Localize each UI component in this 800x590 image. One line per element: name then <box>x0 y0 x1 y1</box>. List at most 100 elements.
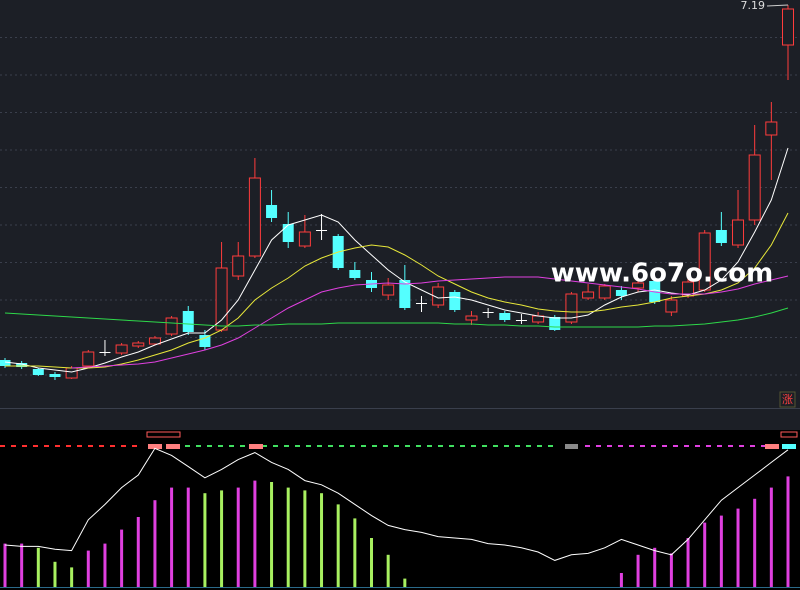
indicator-bar <box>636 554 640 587</box>
candle-body <box>132 342 145 347</box>
candle-body <box>465 315 478 321</box>
indicator-bar <box>719 515 723 587</box>
marker <box>148 444 162 449</box>
marker <box>249 444 263 449</box>
candle-body <box>565 293 578 323</box>
candle-body <box>665 299 678 313</box>
indicator-bar <box>53 561 57 587</box>
indicator-bar <box>236 487 240 587</box>
indicator-bar <box>170 487 174 587</box>
marker <box>780 431 798 438</box>
indicator-bar <box>753 498 757 587</box>
candle-body <box>499 313 511 320</box>
indicator-bar <box>153 500 157 587</box>
moving-average <box>4 147 789 373</box>
candle-body <box>399 280 411 308</box>
candle-body <box>65 367 78 379</box>
marker <box>782 444 796 449</box>
candle-body <box>248 177 261 257</box>
candle-body <box>32 369 44 375</box>
candle-body <box>215 267 228 331</box>
marker <box>765 444 779 449</box>
candle-body <box>598 285 611 299</box>
candle-body <box>415 303 427 304</box>
candle-body <box>266 205 278 218</box>
indicator-bar <box>686 538 690 587</box>
indicator-bar <box>769 487 773 587</box>
candle-body <box>449 292 461 310</box>
indicator-bar <box>70 567 74 587</box>
indicator-bar <box>336 504 340 587</box>
indicator-bar <box>20 543 24 587</box>
marker <box>146 431 181 438</box>
candle-body <box>782 8 794 46</box>
marker <box>565 444 578 449</box>
indicator-bar <box>303 490 307 587</box>
candle-body <box>765 121 778 136</box>
indicator-bar <box>736 508 740 587</box>
moving-average <box>5 212 789 369</box>
signal-markers <box>146 431 798 449</box>
candle-body <box>748 154 761 221</box>
candle-body <box>199 335 211 347</box>
indicator-line <box>4 447 789 561</box>
badge: 涨 <box>782 393 793 406</box>
indicator-bar <box>203 493 207 587</box>
grid <box>0 37 800 376</box>
candle-body <box>316 230 328 231</box>
indicator-bar <box>220 490 224 587</box>
candle-body <box>549 317 561 330</box>
indicator-bar <box>136 517 140 587</box>
candle-body <box>349 270 361 278</box>
candle-body <box>482 312 494 313</box>
candle-body <box>298 231 311 247</box>
candle-body <box>515 320 527 321</box>
indicator-bar <box>703 522 707 587</box>
candle-body <box>632 282 645 289</box>
moving-average <box>71 275 789 369</box>
candle-body <box>282 224 294 242</box>
candle-body <box>0 360 11 366</box>
price-panel <box>0 0 800 430</box>
candle-body <box>615 290 627 296</box>
indicator-bar <box>103 543 107 587</box>
indicator-bar <box>186 487 190 587</box>
candle-body <box>115 344 128 354</box>
indicator-bar <box>120 529 124 587</box>
candle-body <box>148 337 161 345</box>
indicator-bar <box>786 476 790 587</box>
candle-body <box>16 363 28 367</box>
max-price-label: 7.19 <box>741 0 766 12</box>
indicator-bar <box>3 543 7 587</box>
candle-body <box>382 284 395 296</box>
candle-body <box>232 255 245 277</box>
candle-body <box>732 219 745 246</box>
max-label-leader <box>766 4 789 7</box>
candle-body <box>99 352 111 353</box>
badge-box <box>779 391 796 408</box>
moving-average <box>4 307 789 328</box>
indicator-bar <box>669 553 673 587</box>
candle-body <box>49 374 61 377</box>
candle-body <box>715 230 727 243</box>
indicator-bar <box>36 547 40 587</box>
indicator-bar <box>270 482 274 587</box>
candle-body <box>182 311 194 332</box>
candle-body <box>432 286 445 306</box>
indicator-bar <box>86 550 90 587</box>
indicator-bar <box>370 538 374 587</box>
indicator-bar <box>403 578 407 587</box>
indicator-bar <box>386 554 390 587</box>
indicator-bar <box>253 480 257 587</box>
candle-body <box>82 351 95 367</box>
candle-body <box>582 291 595 299</box>
indicator-panel <box>0 430 800 590</box>
indicator-bar <box>653 547 657 587</box>
candle-body <box>165 317 178 335</box>
indicator-bar <box>286 487 290 587</box>
indicator-bar <box>619 573 623 587</box>
indicator-bar <box>353 518 357 587</box>
indicator-bar <box>320 493 324 587</box>
marker <box>166 444 180 449</box>
